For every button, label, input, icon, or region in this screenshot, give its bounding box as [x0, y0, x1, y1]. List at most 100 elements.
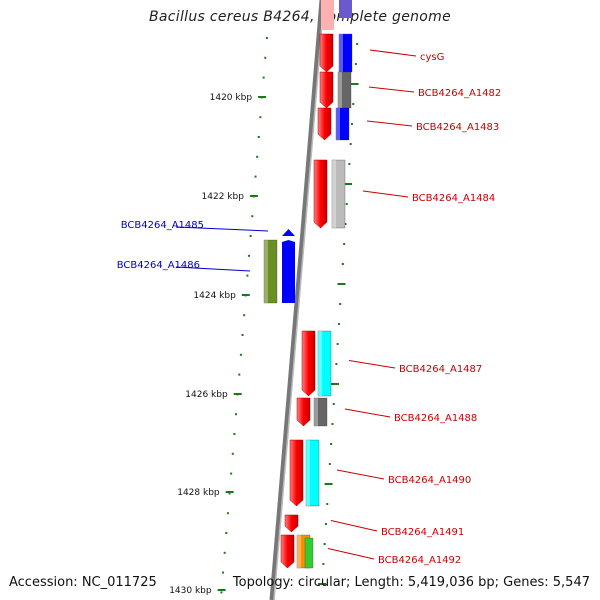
- topology-text: Topology: circular; Length: 5,419,036 bp…: [232, 575, 590, 590]
- outer-tick: [335, 363, 338, 365]
- minor-tick: [265, 37, 268, 39]
- gene-label: BCB4264_A1487: [399, 364, 482, 375]
- gene-class-block: [263, 239, 278, 304]
- outer-tick: [352, 103, 355, 105]
- gene-feature: [289, 439, 320, 507]
- outer-tick: [332, 403, 335, 405]
- outer-tick: [331, 383, 340, 385]
- gene-arrow: [284, 514, 299, 533]
- label-leader: [330, 520, 378, 532]
- kbp-tick: 1428 kbp: [177, 488, 234, 498]
- minor-tick: [241, 334, 244, 336]
- outer-tick: [336, 343, 339, 345]
- outer-tick: [339, 303, 342, 305]
- gene-label: BCB4264_A1484: [412, 193, 495, 204]
- gene-feature: [263, 239, 278, 304]
- gene-arrow: [321, 0, 334, 30]
- outer-tick: [344, 183, 353, 185]
- label-layer: cysG BCB4264_A1482 BCB4264_A1483 BCB4264_A1…: [117, 49, 501, 566]
- minor-tick: [264, 56, 267, 59]
- minor-tick: [249, 235, 252, 237]
- gene-class-block: [335, 107, 350, 141]
- outer-tick: [356, 43, 359, 45]
- outer-tick: [345, 203, 348, 205]
- gene-feature: [304, 0, 352, 569]
- label-leader: [366, 120, 413, 127]
- accession-text: Accession: NC_011725: [9, 575, 157, 590]
- outer-tick: [322, 563, 325, 565]
- kbp-tick: 1420 kbp: [210, 93, 267, 103]
- outer-tick: [318, 583, 327, 585]
- minor-tick: [226, 512, 229, 515]
- minor-tick: [235, 413, 238, 416]
- minor-tick: [243, 314, 246, 317]
- label-leader: [362, 190, 409, 198]
- label-leader: [348, 360, 396, 369]
- kbp-label: 1424 kbp: [193, 291, 236, 301]
- gene-feature: [319, 33, 353, 73]
- outer-tick: [337, 283, 346, 285]
- minor-tick: [262, 76, 265, 79]
- gene-class-block: [339, 0, 352, 18]
- gene-feature: [313, 159, 346, 229]
- gene-label: BCB4264_A1482: [418, 88, 501, 99]
- outer-tick: [323, 543, 326, 545]
- minor-tick: [225, 532, 228, 534]
- gene-arrow: [319, 33, 334, 73]
- minor-tick: [233, 433, 236, 435]
- gene-arrow: [296, 397, 311, 427]
- gene-label: BCB4264_A1486: [117, 260, 200, 271]
- minor-tick: [222, 571, 225, 574]
- minor-tick: [220, 591, 223, 594]
- label-leader: [327, 548, 375, 560]
- gene-feature: [301, 330, 332, 397]
- gene-label: cysG: [420, 52, 444, 63]
- outer-tick: [324, 483, 333, 485]
- gene-label: BCB4264_A1488: [394, 413, 477, 424]
- gene-label: BCB4264_A1492: [378, 555, 461, 566]
- kbp-tick: 1426 kbp: [185, 390, 242, 400]
- minor-tick: [246, 274, 249, 277]
- minor-tick: [261, 96, 264, 99]
- gene-label: BCB4264_A1491: [381, 527, 464, 538]
- gene-arrow: [301, 330, 316, 397]
- gene-feature: [319, 71, 352, 109]
- gene-arrow: [317, 107, 332, 141]
- backbone-layer: [269, 0, 325, 600]
- outer-tick: [331, 423, 334, 425]
- outer-tick: [350, 83, 359, 85]
- backbone-outer: [269, 0, 325, 600]
- outer-tick: [341, 263, 344, 265]
- gene-class-block: [305, 439, 320, 507]
- minor-tick: [257, 136, 260, 138]
- gene-class-block: [331, 159, 346, 229]
- outer-tick: [354, 63, 357, 65]
- kbp-label: 1422 kbp: [202, 192, 245, 202]
- minor-tick: [236, 393, 239, 396]
- gene-label: BCB4264_A1490: [388, 475, 471, 486]
- kbp-tick: 1430 kbp: [169, 586, 226, 596]
- label-leader: [336, 469, 385, 480]
- outer-tick: [350, 123, 353, 125]
- minor-tick: [238, 373, 241, 376]
- outer-tick: [348, 163, 351, 165]
- minor-tick: [259, 116, 262, 119]
- label-leader: [175, 266, 251, 272]
- backbone-inner: [273, 0, 325, 600]
- kbp-label: 1426 kbp: [185, 390, 228, 400]
- gene-arrow: [282, 229, 295, 236]
- outer-tick: [344, 223, 347, 225]
- gene-feature: [317, 107, 350, 141]
- minor-tick: [228, 492, 231, 495]
- kbp-label: 1428 kbp: [177, 488, 220, 498]
- gene-feature: [296, 397, 328, 427]
- gene-arrow: [313, 159, 328, 229]
- outer-tick: [324, 523, 327, 525]
- gene-class-block: [313, 397, 328, 427]
- gene-label: BCB4264_A1483: [416, 122, 499, 133]
- gene-feature: [284, 514, 299, 533]
- minor-tick: [230, 472, 233, 475]
- minor-tick: [256, 155, 259, 158]
- gene-arrow: [280, 534, 295, 569]
